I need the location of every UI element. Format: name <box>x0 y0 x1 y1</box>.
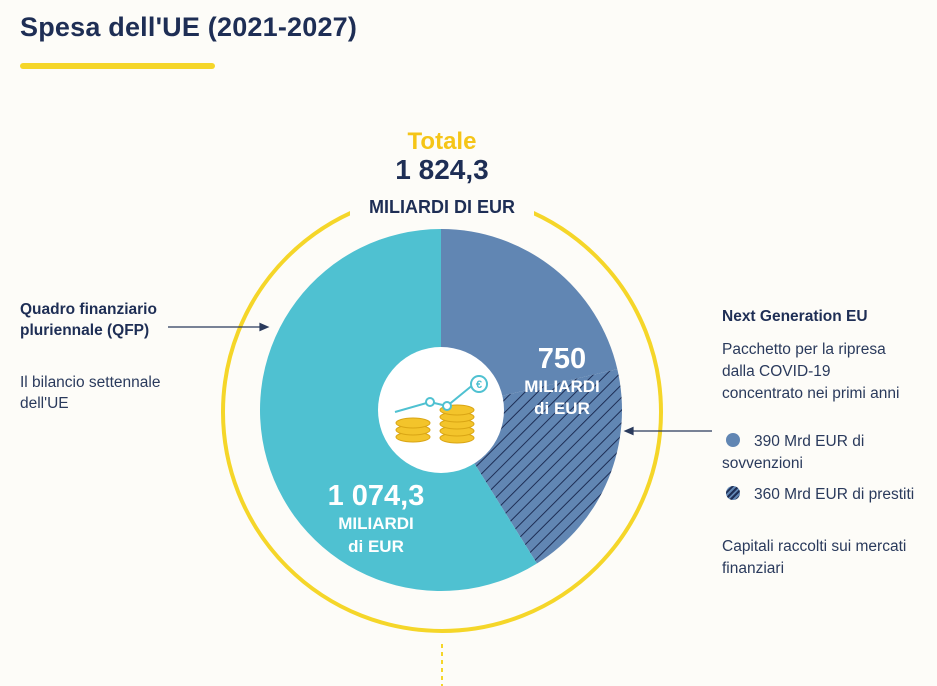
total-label-backdrop <box>350 185 534 223</box>
euro-symbol: € <box>476 379 482 391</box>
legend-loans-label: 360 Mrd EUR di prestiti <box>754 486 915 503</box>
legend-grants: 390 Mrd EUR di sovvenzioni <box>722 431 922 475</box>
ngeu-markets-note: Capitali raccolti sui mercati finanziari <box>722 538 907 577</box>
legend-loans: 360 Mrd EUR di prestiti <box>722 484 922 506</box>
pie-slice-ngeu-grants <box>441 229 618 410</box>
qfp-unit-line1: MILIARDI <box>338 514 414 533</box>
ngeu-arrow <box>623 426 712 436</box>
title-underline <box>20 63 215 69</box>
solid-dot-icon <box>726 433 740 447</box>
hatched-dot-icon <box>726 486 740 500</box>
ngeu-description: Pacchetto per la ripresa dalla COVID-19 … <box>722 341 900 402</box>
ngeu-unit-line1: MILIARDI <box>524 377 600 396</box>
qfp-title: Quadro finanziario pluriennale (QFP) <box>20 301 157 339</box>
total-label: Totale <box>408 128 477 155</box>
page-title: Spesa dell'UE (2021-2027) <box>20 12 358 42</box>
qfp-unit-line2: di EUR <box>348 537 404 556</box>
ngeu-title: Next Generation EU <box>722 308 868 325</box>
total-value: 1 824,3 <box>395 154 488 185</box>
qfp-arrow <box>168 322 270 332</box>
ngeu-value-label: 750 <box>538 343 586 375</box>
qfp-description: Il bilancio settennale dell'UE <box>20 374 161 412</box>
qfp-value-label: 1 074,3 <box>328 480 425 512</box>
ngeu-unit-line2: di EUR <box>534 399 590 418</box>
coins-growth-icon: € <box>394 375 488 444</box>
legend-grants-label: 390 Mrd EUR di sovvenzioni <box>722 433 865 472</box>
total-unit: MILIARDI DI EUR <box>369 197 515 217</box>
